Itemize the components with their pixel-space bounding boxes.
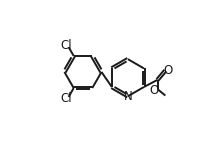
Text: O: O bbox=[150, 84, 159, 97]
Text: Cl: Cl bbox=[61, 92, 72, 105]
Text: Cl: Cl bbox=[61, 39, 72, 52]
Text: O: O bbox=[164, 64, 173, 77]
Text: N: N bbox=[124, 90, 132, 103]
